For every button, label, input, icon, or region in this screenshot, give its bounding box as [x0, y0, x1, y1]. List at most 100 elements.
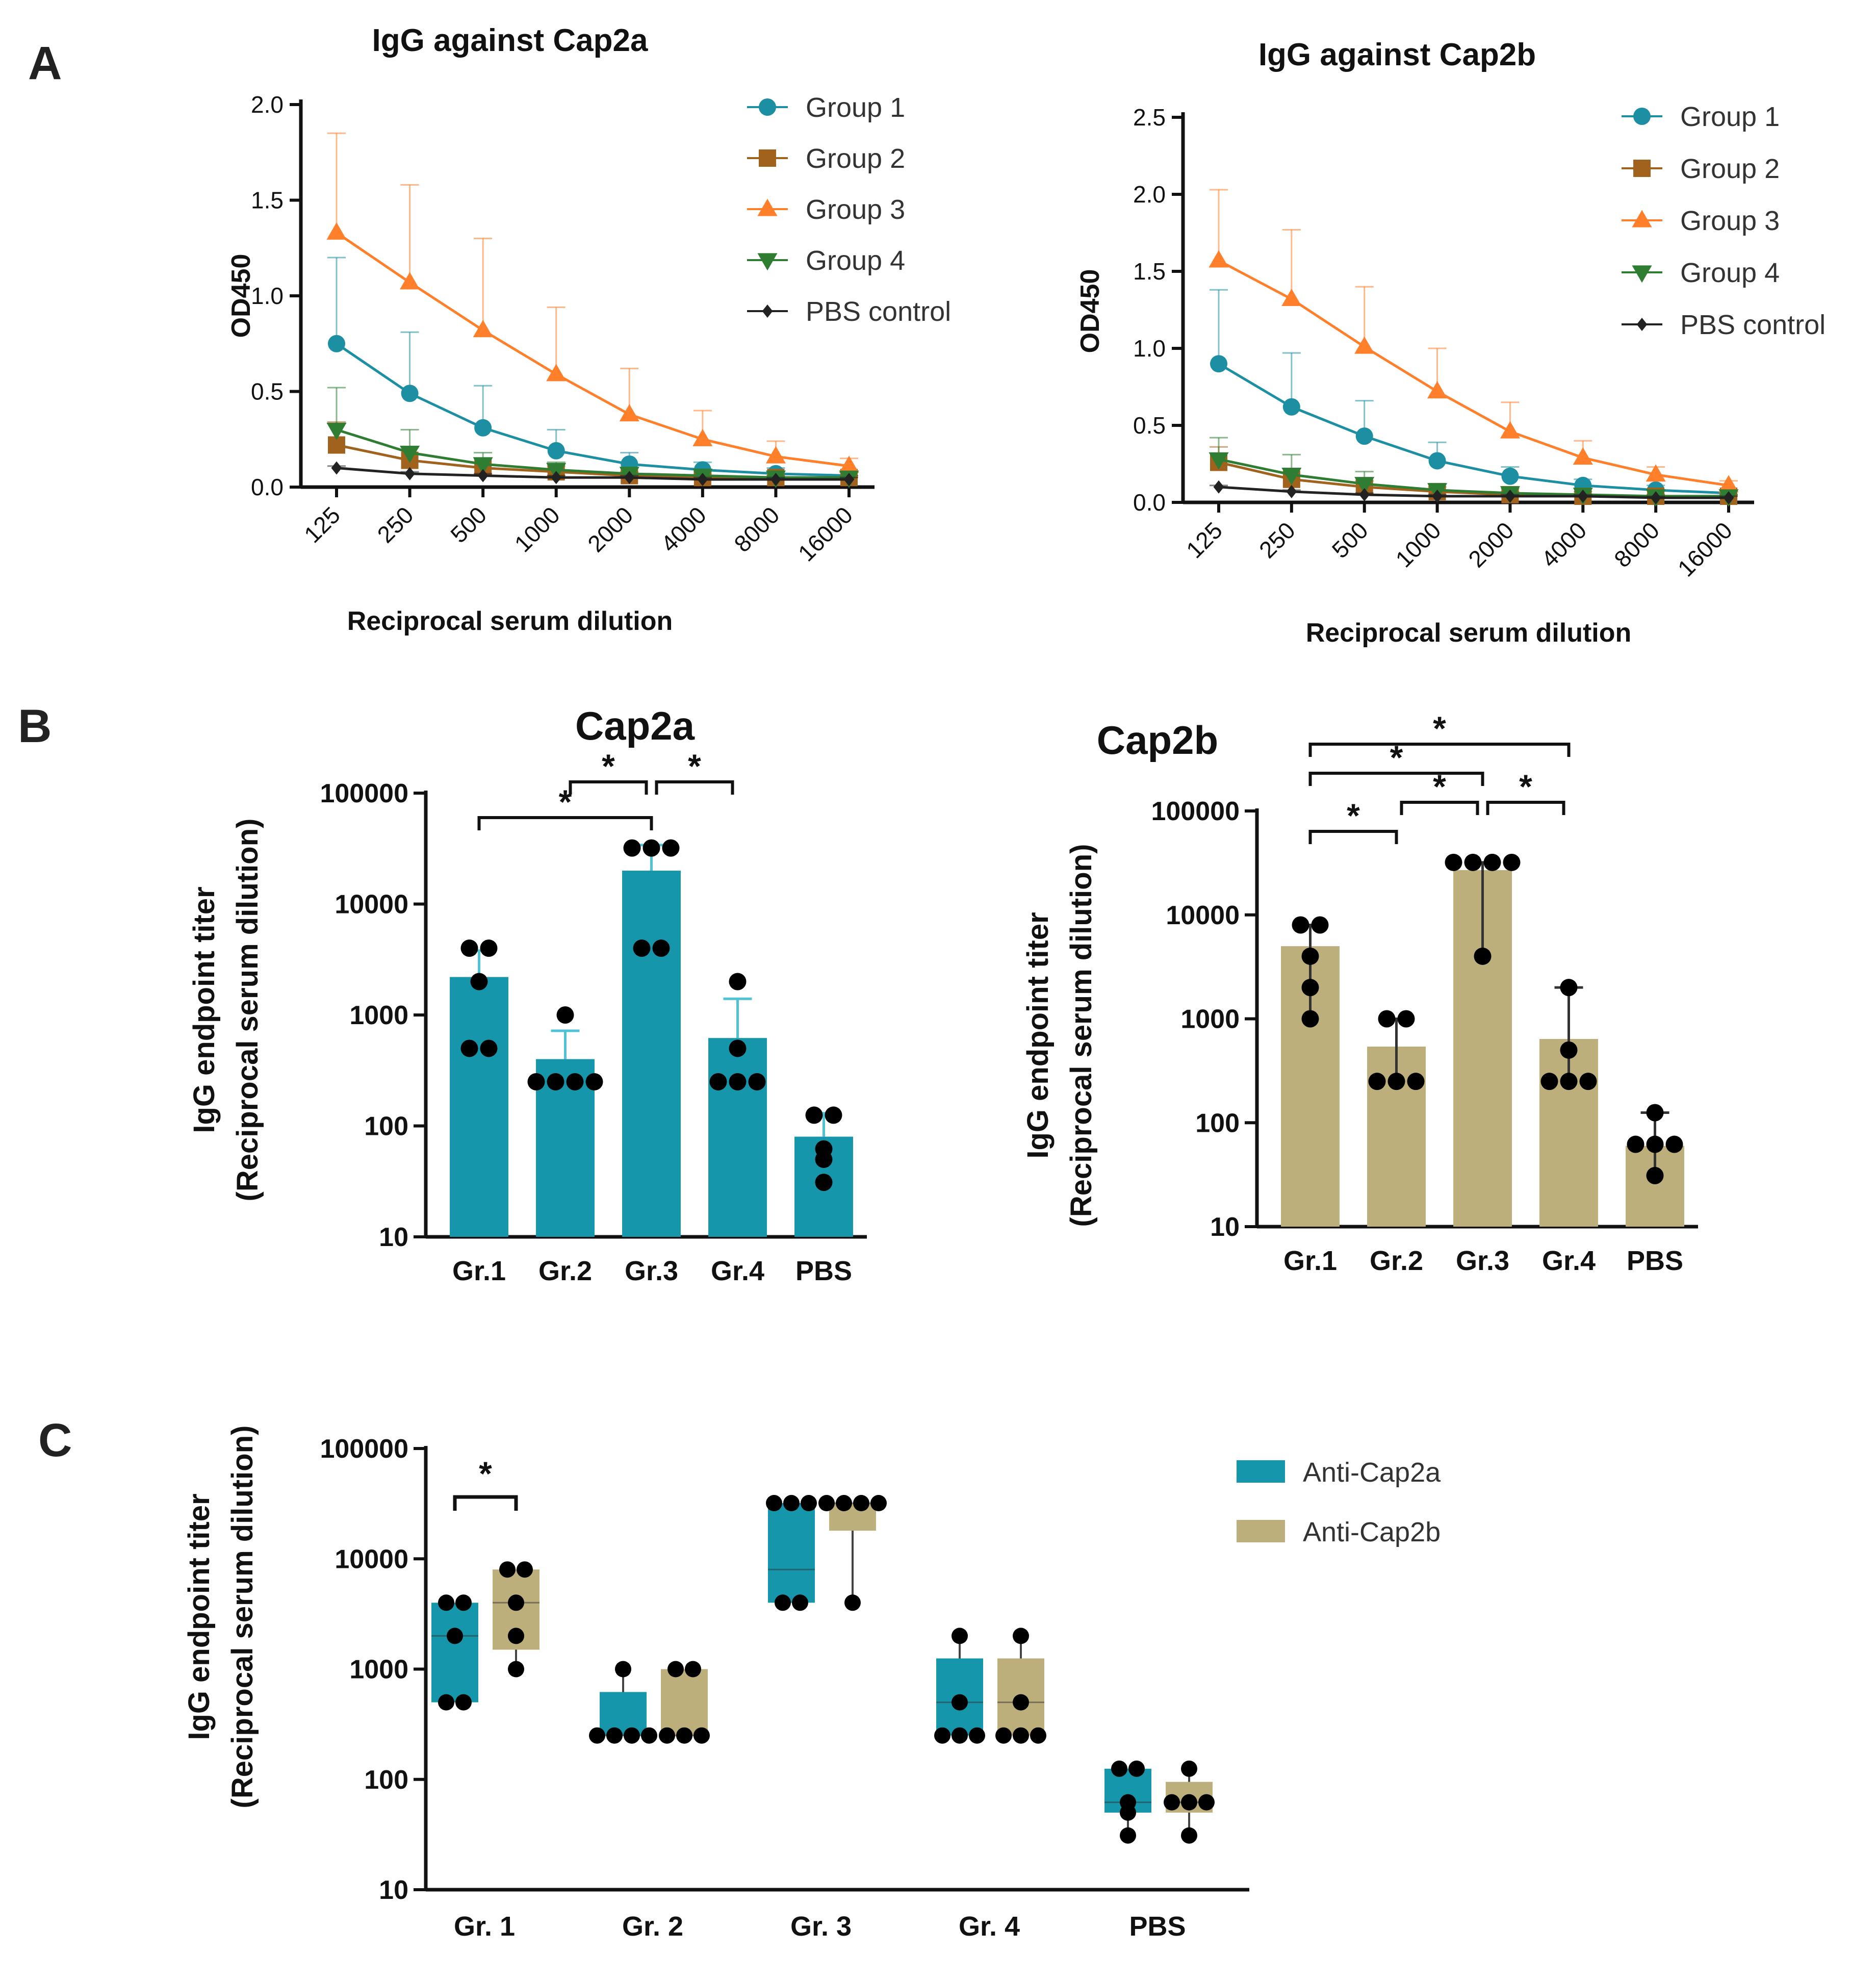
y-tick-label: 1000 — [349, 1655, 408, 1685]
data-point — [1354, 477, 1375, 495]
significance-star: * — [479, 1455, 492, 1492]
y-tick-label: 1.5 — [251, 187, 284, 214]
data-point — [1354, 336, 1375, 354]
y-tick-label: 10 — [379, 1875, 408, 1905]
legend-label: PBS control — [806, 296, 951, 327]
x-category-label: Gr.3 — [625, 1256, 678, 1286]
y-tick-label: 100000 — [320, 779, 408, 808]
data-point — [404, 467, 415, 480]
data-point — [615, 1661, 631, 1678]
y-tick-label: 1.0 — [1133, 335, 1166, 362]
data-point — [1560, 1073, 1578, 1090]
legend-marker — [1632, 210, 1652, 227]
significance-bracket — [453, 1495, 518, 1511]
data-point — [1128, 1760, 1145, 1777]
data-point — [825, 1106, 842, 1124]
bar — [536, 1059, 595, 1237]
box — [661, 1669, 708, 1736]
y-tick-label: 2.0 — [251, 91, 284, 118]
y-tick-label: 0.0 — [1133, 489, 1166, 516]
data-point — [1445, 853, 1462, 871]
data-point — [460, 1039, 478, 1057]
series-line — [1218, 458, 1729, 498]
x-category-label: Gr.2 — [1370, 1246, 1423, 1276]
data-point — [624, 1727, 640, 1744]
legend-label: Group 2 — [806, 143, 905, 174]
data-point — [326, 222, 347, 240]
chart-a1-xlabel: Reciprocal serum dilution — [347, 606, 673, 636]
data-point — [1030, 1727, 1046, 1744]
data-point — [1209, 452, 1229, 470]
y-tick-label: 0.0 — [251, 474, 284, 500]
data-point — [455, 1594, 472, 1611]
legend-label: Group 3 — [1680, 206, 1780, 236]
y-tick-label: 0.5 — [1133, 412, 1166, 439]
data-point — [1627, 1135, 1644, 1153]
panel-label-b: B — [18, 700, 52, 752]
data-point — [709, 1073, 727, 1090]
series-line — [1218, 259, 1729, 487]
data-point — [1355, 427, 1373, 445]
chart-a2-od450-cap2b: IgG against Cap2b Reciprocal serum dilut… — [1075, 37, 1826, 648]
data-point — [1281, 288, 1302, 306]
data-point — [1164, 1794, 1180, 1811]
legend-marker — [759, 98, 776, 116]
legend-marker — [759, 149, 776, 167]
series-line — [1218, 363, 1729, 495]
data-point — [792, 1594, 808, 1611]
x-tick-label: 2000 — [582, 501, 638, 557]
data-point — [480, 1039, 498, 1057]
data-point — [952, 1694, 968, 1711]
x-tick-label: 16000 — [793, 501, 858, 566]
series-line — [336, 467, 849, 481]
data-point — [1540, 1073, 1558, 1090]
chart-c-ylabel-line2: (Reciprocal serum dilution) — [226, 1426, 259, 1809]
panel-label-c: C — [38, 1414, 72, 1466]
series-line — [336, 232, 850, 468]
data-point — [447, 1628, 463, 1644]
data-point — [556, 1006, 574, 1024]
data-point — [1281, 468, 1302, 486]
data-point — [527, 1073, 545, 1090]
data-point — [470, 973, 488, 990]
significance-star: * — [1519, 768, 1532, 805]
data-point — [1286, 485, 1297, 498]
x-category-label: Gr.2 — [538, 1256, 592, 1286]
legend-marker — [757, 253, 778, 271]
legend-label: Group 1 — [1680, 101, 1780, 132]
x-category-label: Gr.1 — [452, 1256, 506, 1286]
data-point — [438, 1594, 454, 1611]
bar — [708, 1038, 767, 1237]
data-point — [652, 939, 670, 957]
y-tick-label: 100000 — [320, 1434, 408, 1464]
y-tick-label: 1000 — [1180, 1005, 1240, 1034]
box — [768, 1503, 815, 1603]
data-point — [952, 1727, 968, 1744]
data-point — [839, 455, 859, 473]
data-point — [1464, 853, 1482, 871]
chart-a1-title: IgG against Cap2a — [372, 23, 648, 58]
legend-marker — [1633, 108, 1651, 125]
data-point — [775, 1594, 791, 1611]
x-category-label: Gr. 4 — [959, 1911, 1020, 1942]
data-point — [1301, 947, 1319, 965]
data-point — [1718, 475, 1739, 493]
y-tick-label: 10000 — [1166, 901, 1240, 930]
significance-star: * — [688, 747, 701, 785]
data-point — [546, 364, 567, 382]
data-point — [641, 1727, 657, 1744]
series-line — [336, 342, 850, 477]
data-point — [1311, 916, 1329, 934]
data-point — [766, 1495, 782, 1512]
legend-marker — [1636, 318, 1648, 331]
data-point — [547, 1073, 564, 1090]
chart-b2-ylabel-line2: (Reciprocal serum dilution) — [1065, 844, 1098, 1227]
significance-bracket — [569, 780, 648, 795]
data-point — [401, 385, 419, 402]
data-point — [770, 473, 781, 486]
data-point — [1282, 398, 1300, 416]
x-tick-label: 8000 — [729, 501, 784, 557]
box — [600, 1692, 647, 1736]
chart-b1-ylabel-line1: IgG endpoint titer — [188, 886, 221, 1133]
data-point — [729, 973, 747, 990]
